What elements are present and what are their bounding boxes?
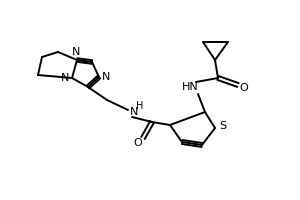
Text: S: S	[219, 121, 226, 131]
Text: N: N	[61, 73, 69, 83]
Text: O: O	[240, 83, 248, 93]
Text: O: O	[134, 138, 142, 148]
Text: N: N	[72, 47, 80, 57]
Text: N: N	[102, 72, 110, 82]
Text: H: H	[136, 101, 144, 111]
Text: HN: HN	[182, 82, 198, 92]
Text: N: N	[130, 107, 138, 117]
